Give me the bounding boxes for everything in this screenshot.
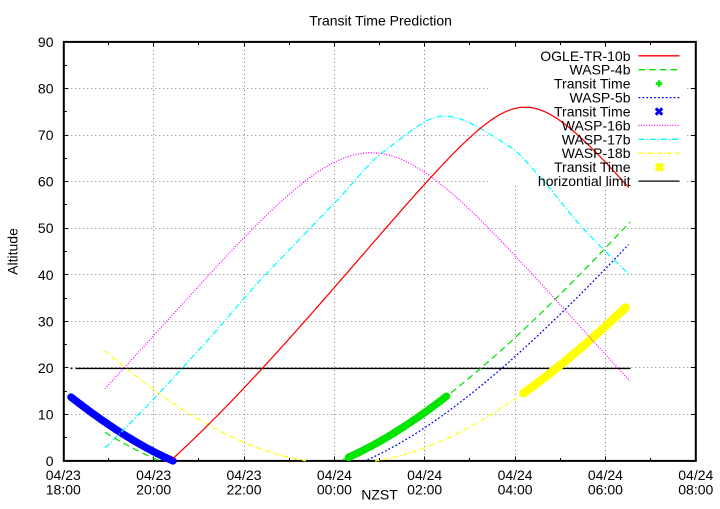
- svg-text:04/24: 04/24: [498, 467, 533, 483]
- svg-text:40: 40: [38, 267, 54, 283]
- svg-text:02:00: 02:00: [407, 481, 442, 497]
- svg-text:22:00: 22:00: [226, 481, 261, 497]
- svg-text:04:00: 04:00: [498, 481, 533, 497]
- svg-text:Transit Time: Transit Time: [554, 159, 631, 175]
- svg-text:04/24: 04/24: [407, 467, 442, 483]
- svg-text:WASP-17b: WASP-17b: [562, 131, 631, 147]
- svg-text:NZST: NZST: [361, 487, 398, 503]
- svg-text:OGLE-TR-10b: OGLE-TR-10b: [540, 48, 630, 64]
- svg-text:Transit Time: Transit Time: [554, 104, 631, 120]
- svg-text:60: 60: [38, 174, 54, 190]
- svg-text:WASP-16b: WASP-16b: [562, 117, 631, 133]
- svg-text:Transit Time: Transit Time: [554, 76, 631, 92]
- svg-text:20:00: 20:00: [136, 481, 171, 497]
- svg-text:Transit Time Prediction: Transit Time Prediction: [309, 13, 452, 29]
- svg-text:08:00: 08:00: [678, 481, 713, 497]
- svg-text:04/23: 04/23: [136, 467, 171, 483]
- svg-text:04/23: 04/23: [46, 467, 81, 483]
- svg-text:18:00: 18:00: [46, 481, 81, 497]
- svg-text:04/24: 04/24: [588, 467, 623, 483]
- svg-text:20: 20: [38, 360, 54, 376]
- svg-text:10: 10: [38, 406, 54, 422]
- svg-text:06:00: 06:00: [588, 481, 623, 497]
- svg-text:04/24: 04/24: [678, 467, 713, 483]
- svg-text:80: 80: [38, 81, 54, 97]
- svg-text:WASP-4b: WASP-4b: [570, 62, 631, 78]
- svg-text:04/23: 04/23: [226, 467, 261, 483]
- svg-text:Altitude: Altitude: [5, 228, 21, 275]
- svg-text:90: 90: [38, 34, 54, 50]
- svg-text:00:00: 00:00: [317, 481, 352, 497]
- svg-text:0: 0: [46, 453, 54, 469]
- svg-text:50: 50: [38, 220, 54, 236]
- svg-text:WASP-18b: WASP-18b: [562, 145, 631, 161]
- svg-text:30: 30: [38, 313, 54, 329]
- svg-text:70: 70: [38, 127, 54, 143]
- svg-text:WASP-5b: WASP-5b: [570, 90, 631, 106]
- svg-text:horizontial limit: horizontial limit: [538, 173, 631, 189]
- svg-text:04/24: 04/24: [317, 467, 352, 483]
